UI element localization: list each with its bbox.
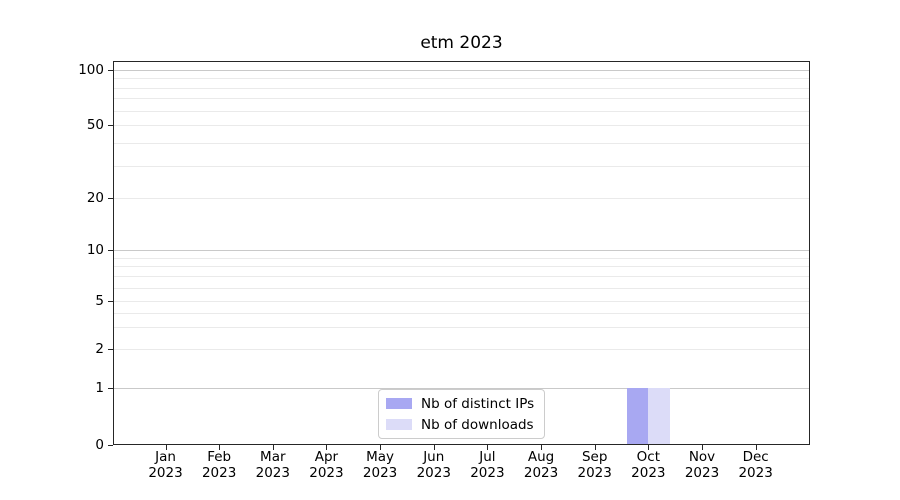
x-axis-tick-label-month: Dec	[742, 449, 769, 465]
x-axis-tick-label-month: Jun	[423, 449, 445, 465]
x-axis-tick-mark	[594, 445, 596, 450]
x-axis-tick-label-year: 2023	[631, 464, 666, 481]
x-axis-tick-label: Nov 2023	[674, 449, 730, 481]
x-axis-tick-label: Jun 2023	[406, 449, 462, 481]
y-axis-tick-mark	[108, 388, 113, 389]
legend-row: Nb of distinct IPs	[386, 393, 534, 414]
gridline-minor	[114, 87, 809, 89]
x-axis-tick-label: Sep 2023	[567, 449, 623, 481]
y-axis-tick-label: 2	[95, 340, 104, 357]
y-axis-tick-label: 1	[95, 380, 104, 396]
x-axis-tick-label-month: Oct	[636, 449, 661, 465]
legend-row: Nb of downloads	[386, 414, 534, 435]
x-axis-tick-label-year: 2023	[523, 464, 559, 481]
legend-label: Nb of downloads	[421, 416, 534, 433]
x-axis-tick-label-month: Apr	[314, 449, 339, 465]
bar-nb-of-downloads	[648, 388, 670, 444]
x-axis-tick-mark	[487, 445, 489, 450]
y-axis-tick-mark	[108, 301, 113, 302]
legend-swatch	[386, 398, 412, 409]
y-axis-tick-mark	[108, 250, 113, 251]
y-axis-tick-label: 5	[95, 293, 104, 309]
gridline-major	[114, 250, 809, 251]
y-axis-tick-label: 100	[78, 62, 104, 78]
gridline-major	[114, 388, 809, 389]
x-axis-tick-label: May 2023	[352, 449, 408, 481]
x-axis-tick-label-month: Jul	[479, 449, 496, 465]
x-axis-tick-mark	[648, 445, 650, 450]
legend-swatch	[386, 419, 412, 430]
x-axis-tick-label-month: Sep	[581, 449, 608, 465]
gridline-major	[114, 70, 809, 71]
gridline-minor	[114, 142, 809, 144]
y-axis-tick-label: 50	[86, 117, 104, 133]
x-axis-tick-mark	[272, 445, 274, 450]
x-axis-tick-label-year: 2023	[416, 464, 451, 481]
legend-label: Nb of distinct IPs	[421, 395, 535, 412]
y-axis-tick-mark	[108, 125, 113, 126]
plot-area	[113, 61, 810, 445]
y-axis-tick-label: 20	[86, 190, 104, 206]
gridline-minor	[114, 257, 809, 259]
x-axis-tick-label: Apr 2023	[298, 449, 354, 481]
x-axis-tick-label-month: Feb	[207, 449, 232, 465]
gridline-minor	[114, 165, 809, 167]
x-axis-tick-label-year: 2023	[470, 464, 505, 481]
gridline-minor	[114, 327, 809, 329]
gridline-minor	[114, 78, 809, 80]
gridline-minor	[114, 198, 809, 199]
gridline-minor	[114, 98, 809, 100]
y-axis-tick-label: 0	[95, 437, 104, 453]
x-axis-tick-label-month: Mar	[260, 449, 286, 465]
bar-nb-of-distinct-ips	[626, 388, 649, 444]
legend: Nb of distinct IPs Nb of downloads	[378, 389, 546, 439]
y-axis-tick-label: 10	[86, 242, 104, 258]
gridline-minor	[114, 348, 809, 350]
x-axis-tick-label-month: May	[366, 449, 395, 465]
x-axis-tick-label-year: 2023	[201, 464, 237, 481]
x-axis-tick-label-year: 2023	[255, 464, 290, 481]
x-axis-tick-mark	[165, 445, 167, 450]
chart-title: etm 2023	[420, 33, 503, 53]
x-axis-tick-label-year: 2023	[577, 464, 612, 481]
x-axis-tick-label: Jul 2023	[459, 449, 515, 481]
x-axis-tick-mark	[326, 445, 328, 450]
gridline-minor	[114, 301, 809, 302]
x-axis-tick-label-year: 2023	[148, 464, 183, 481]
y-axis-tick-mark	[108, 198, 113, 199]
x-axis-tick-label-year: 2023	[738, 464, 773, 481]
x-axis-tick-mark	[380, 445, 382, 450]
x-axis-tick-mark	[702, 445, 703, 450]
gridline-minor	[114, 276, 809, 278]
gridline-minor	[114, 266, 809, 268]
gridline-minor	[114, 110, 809, 112]
x-axis-tick-label-month: Nov	[688, 449, 716, 465]
gridline-minor	[114, 287, 809, 289]
x-axis-tick-mark	[755, 445, 757, 450]
y-axis-tick-mark	[108, 348, 113, 350]
x-axis-tick-label-month: Jan	[155, 449, 176, 465]
x-axis-tick-label: Jan 2023	[138, 449, 194, 481]
x-axis-tick-label: Mar 2023	[245, 449, 301, 481]
y-axis-tick-mark	[108, 70, 113, 71]
x-axis-tick-label: Dec 2023	[728, 449, 784, 481]
x-axis-tick-label-year: 2023	[362, 464, 398, 481]
x-axis-tick-label-month: Aug	[527, 449, 555, 465]
x-axis-tick-label: Feb 2023	[191, 449, 247, 481]
x-axis-tick-label-year: 2023	[309, 464, 344, 481]
y-axis-tick-mark	[108, 445, 113, 446]
x-axis-tick-label: Oct 2023	[620, 449, 676, 481]
x-axis-tick-label: Aug 2023	[513, 449, 569, 481]
x-axis-tick-label-year: 2023	[684, 464, 720, 481]
x-axis-tick-mark	[433, 445, 435, 450]
x-axis-tick-mark	[219, 445, 221, 450]
gridline-minor	[114, 312, 809, 314]
gridline-minor	[114, 125, 809, 126]
x-axis-tick-mark	[541, 445, 543, 450]
